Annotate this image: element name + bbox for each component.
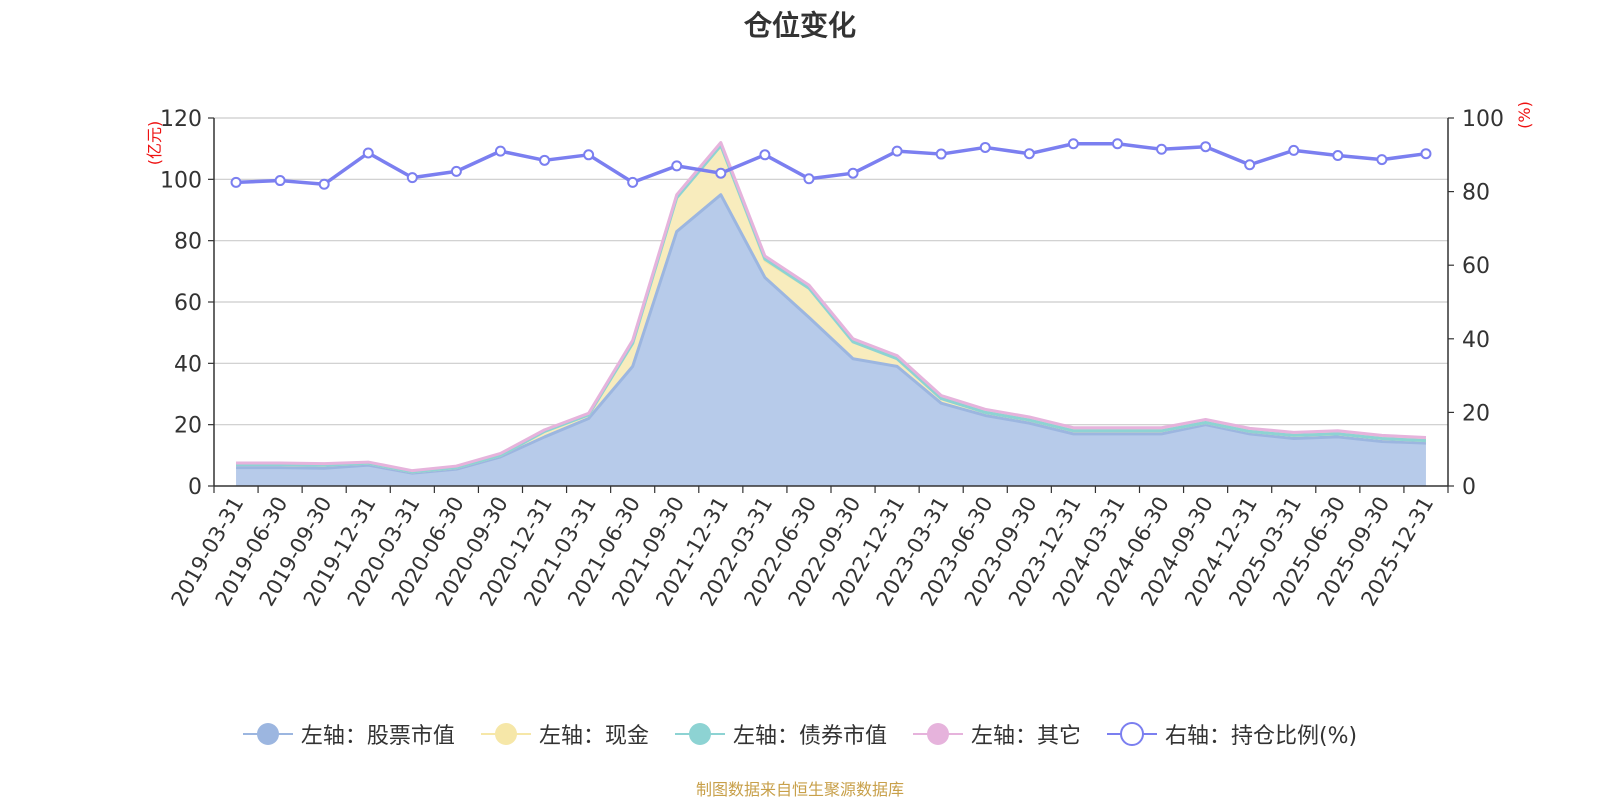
chart-legend: 左轴：股票市值 左轴：现金 左轴：债券市值 左轴：其它 右轴：持仓比例(%) [0, 718, 1600, 750]
ratio-point [539, 154, 551, 166]
data-source-note: 制图数据来自恒生聚源数据库 [695, 780, 904, 799]
right-axis-unit: (%) [1515, 101, 1534, 129]
left-tick-label: 120 [160, 107, 202, 132]
left-tick-label: 40 [174, 352, 202, 377]
ratio-point [583, 149, 595, 161]
area-fill-0 [236, 194, 1426, 487]
right-tick-label: 0 [1462, 475, 1476, 500]
ratio-point [406, 172, 418, 184]
legend-marker-cash [480, 723, 531, 745]
right-tick-label: 20 [1462, 401, 1490, 426]
legend-item-position-ratio[interactable]: 右轴：持仓比例(%) [1106, 718, 1358, 750]
ratio-point [494, 145, 506, 157]
legend-item-cash[interactable]: 左轴：现金 [480, 718, 649, 750]
area-line-3 [236, 141, 1427, 473]
ratio-point [274, 175, 286, 187]
left-tick-label: 0 [188, 475, 202, 500]
left-tick-label: 100 [160, 168, 202, 193]
ratio-point [1376, 154, 1388, 166]
legend-label: 右轴：持仓比例(%) [1164, 724, 1358, 749]
ratio-point [1156, 143, 1168, 155]
ratio-point [1200, 141, 1212, 153]
ratio-point [803, 173, 815, 185]
ratio-point [1332, 150, 1344, 162]
left-tick-label: 60 [174, 291, 202, 316]
ratio-point [979, 141, 991, 153]
legend-marker-ratio [1106, 722, 1157, 746]
ratio-point [1420, 148, 1432, 160]
legend-label: 左轴：股票市值 [300, 724, 455, 749]
chart-title: 仓位变化 [743, 9, 856, 42]
legend-label: 左轴：现金 [538, 724, 649, 749]
ratio-point [759, 149, 771, 161]
right-tick-label: 60 [1462, 254, 1490, 279]
stacked-areas [236, 141, 1427, 487]
legend-marker-stock [242, 723, 293, 745]
ratio-point [450, 165, 462, 177]
right-tick-label: 40 [1462, 328, 1490, 353]
left-tick-label: 80 [174, 230, 202, 255]
ratio-point [362, 147, 374, 159]
legend-item-bond-value[interactable]: 左轴：债券市值 [674, 718, 887, 750]
ratio-point [891, 145, 903, 157]
ratio-point [715, 167, 727, 179]
right-tick-label: 100 [1462, 107, 1504, 132]
ratio-point [1288, 144, 1300, 156]
legend-item-other[interactable]: 左轴：其它 [912, 718, 1081, 750]
ratio-line-path [235, 142, 1427, 186]
left-axis-unit: (亿元) [145, 121, 164, 166]
ratio-point [627, 176, 639, 188]
ratio-point [847, 167, 859, 179]
ratio-point [230, 176, 242, 188]
legend-marker-bond [674, 723, 725, 745]
ratio-point [1023, 148, 1035, 160]
left-tick-label: 20 [174, 414, 202, 439]
ratio-point [1067, 138, 1079, 150]
right-tick-label: 80 [1462, 181, 1490, 206]
ratio-point [1111, 138, 1123, 150]
legend-item-stock-value[interactable]: 左轴：股票市值 [242, 718, 455, 750]
ratio-point [935, 148, 947, 160]
ratio-point [671, 160, 683, 172]
ratio-point [1244, 159, 1256, 171]
legend-marker-other [912, 723, 963, 745]
legend-label: 左轴：其它 [970, 724, 1081, 749]
ratio-line [230, 138, 1432, 190]
ratio-point [318, 178, 330, 190]
legend-label: 左轴：债券市值 [732, 724, 887, 749]
